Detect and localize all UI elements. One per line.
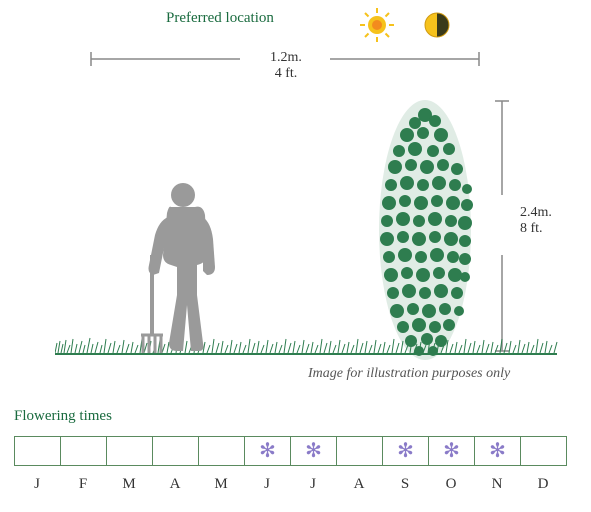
month-letter: N [474,476,520,493]
flowering-times-label: Flowering times [14,408,112,425]
width-metric: 1.2m. [256,50,316,66]
month-letter: J [290,476,336,493]
flower-icon: ✻ [489,441,506,461]
month-letter: F [60,476,106,493]
month-letter: O [428,476,474,493]
shrub-silhouette [379,100,473,360]
gardener-silhouette [141,183,215,353]
month-letters-row: JFMAMJJASOND [14,476,566,493]
size-illustration [55,95,560,370]
month-cell [60,436,107,466]
month-letter: A [336,476,382,493]
grass-line [55,338,557,354]
month-letter: S [382,476,428,493]
width-dimension-label: 1.2m. 4 ft. [256,50,316,82]
month-letter: D [520,476,566,493]
full-sun-icon [358,6,396,49]
flower-icon: ✻ [305,441,322,461]
month-cell [152,436,199,466]
partial-shade-icon [418,6,456,49]
flower-icon: ✻ [443,441,460,461]
month-cell: ✻ [290,436,337,466]
month-cell: ✻ [382,436,429,466]
month-cell: ✻ [474,436,521,466]
month-cell [336,436,383,466]
flowering-months-grid: ✻ ✻ ✻ ✻ ✻ [14,436,567,466]
month-letter: J [244,476,290,493]
month-letter: M [198,476,244,493]
month-cell [198,436,245,466]
month-letter: A [152,476,198,493]
width-imperial: 4 ft. [256,66,316,82]
month-cell: ✻ [428,436,475,466]
month-cell: ✻ [244,436,291,466]
month-cell [14,436,61,466]
illustration-caption: Image for illustration purposes only [308,366,510,382]
month-letter: M [106,476,152,493]
flower-icon: ✻ [397,441,414,461]
flower-icon: ✻ [259,441,276,461]
month-cell [106,436,153,466]
month-cell [520,436,567,466]
month-letter: J [14,476,60,493]
preferred-location-label: Preferred location [166,10,274,27]
